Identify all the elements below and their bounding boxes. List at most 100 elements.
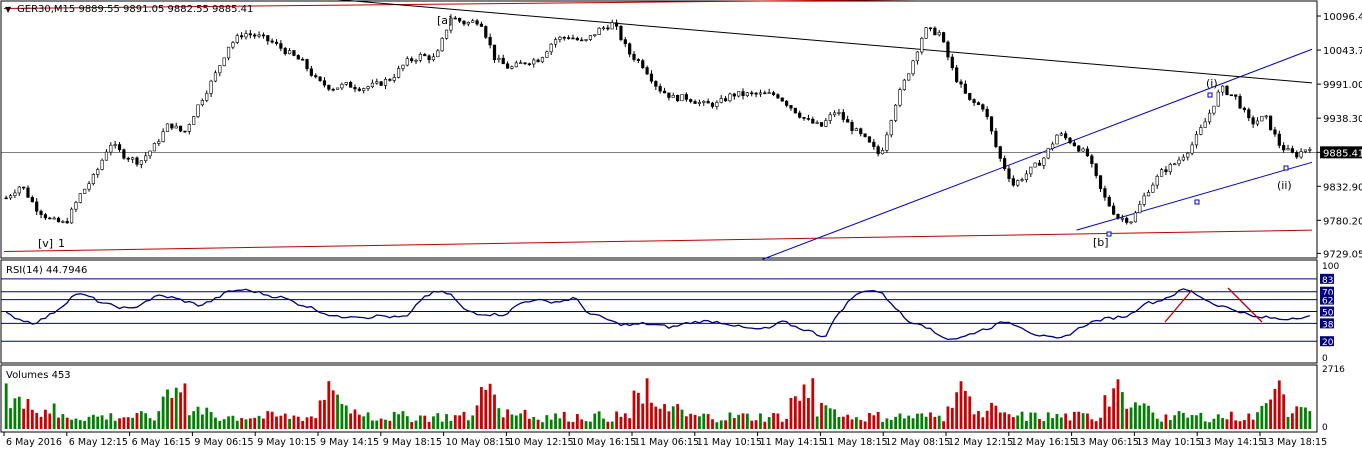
- volume-bar: [240, 418, 244, 429]
- time-tick-label: 6 May 2016: [6, 437, 62, 448]
- candle-body: [702, 100, 706, 103]
- candle-body: [832, 112, 837, 116]
- volume-bar: [1238, 421, 1242, 429]
- candle-body: [767, 92, 771, 94]
- volume-bar: [1229, 411, 1233, 429]
- volume-bar: [985, 410, 989, 429]
- volume-bar: [1020, 411, 1024, 429]
- candle-body: [580, 39, 584, 42]
- time-axis: 6 May 2016 6 May 12:15 6 May 16:15 9 May 06…: [3, 432, 1327, 448]
- candle-body: [405, 58, 409, 66]
- candle-body: [65, 221, 69, 224]
- volume-bar: [680, 409, 684, 429]
- candle-body: [785, 100, 789, 106]
- volume-bar: [227, 416, 230, 429]
- candle-body: [1081, 148, 1085, 152]
- volume-bar: [636, 392, 640, 429]
- volume-bar: [388, 420, 392, 429]
- candle-body: [117, 144, 122, 151]
- time-tick-label: 9 May 18:15: [383, 437, 442, 448]
- candle-body: [1059, 133, 1063, 136]
- volume-bar: [1016, 415, 1020, 429]
- volume-bar: [87, 416, 91, 429]
- candle-body: [100, 159, 104, 170]
- candle-body: [1190, 144, 1194, 154]
- volume-bar: [1295, 406, 1299, 429]
- volume-bar: [105, 419, 108, 429]
- volume-bar: [798, 400, 802, 429]
- volume-bar: [536, 419, 540, 429]
- candle-body: [732, 93, 736, 97]
- volume-bar: [763, 421, 767, 429]
- volume-bar: [990, 402, 993, 429]
- volume-bar: [1221, 418, 1225, 429]
- volume-tick-label: 0: [1322, 423, 1328, 433]
- candle-body: [1129, 221, 1133, 224]
- volume-bar: [593, 413, 597, 429]
- candle-body: [87, 183, 91, 190]
- candle-body: [235, 35, 239, 43]
- candle-body: [750, 92, 754, 95]
- candle-body: [658, 86, 662, 92]
- volume-bar: [462, 411, 466, 429]
- volume-bar: [963, 390, 967, 429]
- candle-body: [889, 120, 893, 136]
- volume-bar: [1256, 412, 1259, 429]
- candle-body: [279, 43, 283, 49]
- candle-body: [863, 133, 867, 138]
- candle-body: [296, 55, 300, 60]
- candle-body: [745, 92, 749, 96]
- rsi-level-label: 20: [1322, 338, 1334, 348]
- chart-menu-icon[interactable]: ▼: [5, 5, 12, 14]
- volume-bar: [1260, 405, 1264, 429]
- candle-body: [606, 27, 610, 30]
- volume-bar: [1086, 413, 1089, 429]
- volume-bar: [885, 418, 889, 429]
- candle-body: [401, 64, 405, 69]
- candle-body: [1138, 204, 1142, 214]
- candle-body: [261, 34, 266, 37]
- volume-bar: [780, 421, 784, 429]
- volume-bar: [510, 414, 514, 429]
- volume-bar: [1068, 420, 1072, 429]
- candle-body: [946, 41, 950, 58]
- price-tick-label: 9991.00: [1323, 80, 1362, 91]
- volume-bar: [340, 403, 344, 429]
- candle-body: [828, 114, 832, 121]
- volume-bar: [501, 417, 505, 429]
- candle-body: [410, 58, 414, 62]
- time-tick-label: 13 May 14:15: [1199, 437, 1264, 448]
- volume-bar: [401, 411, 405, 429]
- candle-body: [370, 82, 375, 87]
- candle-body: [902, 79, 906, 90]
- time-tick-label: 6 May 16:15: [132, 437, 191, 448]
- volume-bar: [968, 396, 972, 429]
- volume-bar: [575, 414, 579, 429]
- volume-bar: [998, 412, 1002, 429]
- candle-body: [392, 77, 396, 81]
- price-pane-frame: [0, 0, 1318, 259]
- volume-tick-label: 2716: [1322, 365, 1345, 375]
- price-tick-label: 9729.05: [1323, 249, 1362, 260]
- volume-bar: [1120, 392, 1124, 429]
- volume-bar: [13, 398, 17, 429]
- volume-bar: [1077, 411, 1081, 429]
- volume-bar: [157, 411, 161, 429]
- candle-body: [331, 88, 335, 91]
- candle-body: [776, 94, 780, 99]
- candle-body: [519, 62, 523, 65]
- volume-bar: [78, 420, 82, 429]
- candle-body: [1199, 127, 1203, 135]
- volume-bar: [392, 411, 396, 429]
- candle-body: [48, 217, 52, 220]
- candle-body: [178, 125, 183, 132]
- volume-label: Volumes 453: [6, 370, 71, 381]
- candle-body: [344, 82, 348, 85]
- volume-bar: [641, 403, 645, 429]
- candle-body: [157, 141, 161, 144]
- volume-bar: [148, 418, 152, 429]
- volume-bar: [706, 414, 710, 429]
- candle-body: [989, 116, 994, 132]
- rsi-label: RSI(14) 44.7946: [6, 265, 87, 276]
